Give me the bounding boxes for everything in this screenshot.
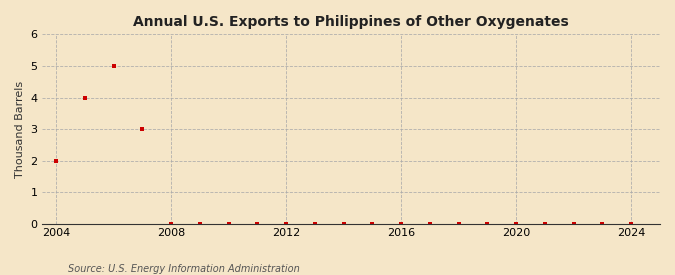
Y-axis label: Thousand Barrels: Thousand Barrels <box>15 81 25 178</box>
Title: Annual U.S. Exports to Philippines of Other Oxygenates: Annual U.S. Exports to Philippines of Ot… <box>133 15 569 29</box>
Text: Source: U.S. Energy Information Administration: Source: U.S. Energy Information Administ… <box>68 264 299 274</box>
